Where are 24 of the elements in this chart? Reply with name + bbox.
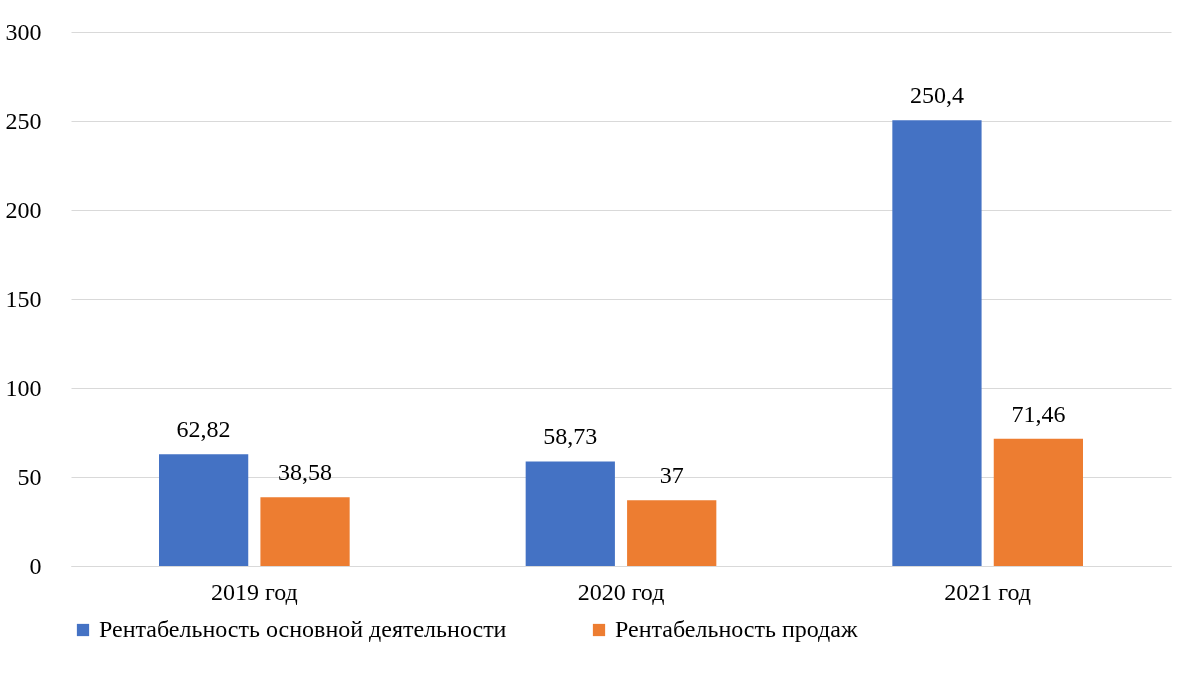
x-tick-label: 2020 год xyxy=(577,578,665,605)
bar xyxy=(260,497,350,566)
y-tick-label: 50 xyxy=(17,463,42,490)
bar xyxy=(627,500,717,566)
y-tick-label: 100 xyxy=(5,374,42,401)
y-tick-label: 250 xyxy=(5,107,42,134)
bar xyxy=(525,461,615,566)
data-label: 58,73 xyxy=(543,423,598,450)
bar xyxy=(993,438,1083,566)
y-tick-label: 0 xyxy=(29,552,42,579)
y-tick-label: 150 xyxy=(5,285,42,312)
legend-label: Рентабельность основной деятельности xyxy=(99,616,507,642)
bar xyxy=(159,454,249,566)
data-label: 250,4 xyxy=(909,82,964,109)
y-tick-label: 200 xyxy=(5,196,42,223)
bar xyxy=(892,120,982,566)
legend-label: Рентабельность продаж xyxy=(615,616,858,642)
data-label: 62,82 xyxy=(176,416,231,443)
x-tick-label: 2021 год xyxy=(944,578,1032,605)
data-label: 71,46 xyxy=(1011,400,1066,427)
x-tick-label: 2019 год xyxy=(210,578,298,605)
data-label: 38,58 xyxy=(278,459,333,486)
data-label: 37 xyxy=(659,462,684,489)
y-tick-label: 300 xyxy=(5,18,42,45)
